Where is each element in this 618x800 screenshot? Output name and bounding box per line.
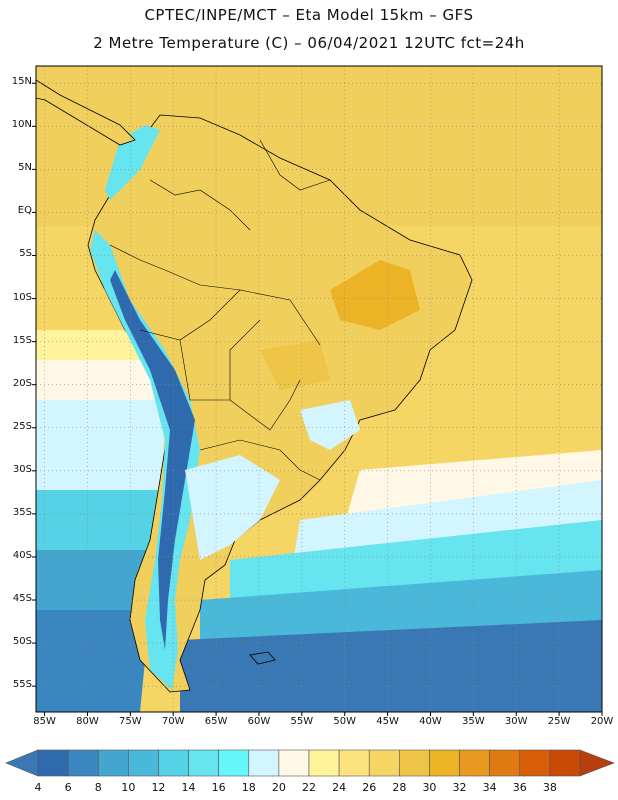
- colorbar-label: 10: [121, 781, 136, 794]
- lon-tick-label: 20W: [590, 716, 614, 727]
- colorbar-cell: [368, 749, 400, 777]
- colorbar-label: 38: [542, 781, 557, 794]
- colorbar-label: 4: [34, 781, 42, 794]
- colorbar-left-arrow: [5, 749, 39, 777]
- lat-tick-label: 5N: [18, 162, 32, 174]
- colorbar-cell: [248, 749, 280, 777]
- chart-title: CPTEC/INPE/MCT – Eta Model 15km – GFS: [144, 6, 474, 24]
- colorbar-label: 34: [482, 781, 497, 794]
- colorbar-cell: [549, 749, 581, 777]
- colorbar-cell: [519, 749, 551, 777]
- pacific-cold-zone: [36, 400, 165, 500]
- andes-coldest-band: [110, 270, 195, 650]
- lat-tick-label: 15N: [11, 76, 32, 88]
- warm-interior-zone: [260, 340, 330, 390]
- lat-tick-label: 50S: [12, 636, 32, 648]
- colorbar-cell: [97, 749, 129, 777]
- colorbar-cell: [429, 749, 460, 777]
- colorbar-label: 28: [392, 781, 407, 794]
- lon-tick-label: 30W: [504, 716, 528, 727]
- colorbar-cell: [399, 749, 430, 777]
- lat-tick-label: 20S: [12, 377, 32, 389]
- lat-tick-label: 45S: [12, 593, 32, 605]
- colorbar-label: 22: [302, 781, 316, 794]
- colorbar-label: 12: [151, 781, 166, 794]
- colorbar-cell: [218, 749, 250, 777]
- colorbar-label: 16: [211, 781, 226, 794]
- lon-tick-label: 40W: [419, 716, 442, 727]
- axis-ticks: [32, 82, 603, 716]
- pacific-cold-deep-zone: [36, 550, 160, 620]
- colorbar-label: 6: [64, 781, 72, 794]
- lat-tick-label: 55S: [12, 679, 32, 691]
- lat-tick-label: EQ: [17, 205, 32, 217]
- colorbar-cell: [489, 749, 521, 777]
- colorbar-cell: [308, 749, 340, 777]
- chart-subtitle: 2 Metre Temperature (C) – 06/04/2021 12U…: [93, 34, 525, 52]
- colorbar-label: 26: [362, 781, 377, 794]
- lat-tick-label: 40S: [12, 549, 32, 561]
- southeast-brazil-cool-zone: [300, 400, 360, 450]
- andes-cold-band: [90, 230, 200, 690]
- falkland-islands: [249, 651, 276, 665]
- lat-tick-label: 5S: [19, 248, 32, 260]
- colorbar-cell: [67, 749, 99, 777]
- lon-tick-label: 85W: [33, 716, 56, 727]
- lon-tick-label: 65W: [204, 716, 228, 727]
- colorbar-right-arrow: [579, 749, 615, 777]
- lon-tick-label: 25W: [547, 716, 571, 727]
- colorbar-cell: [338, 749, 370, 777]
- colorbar-cell: [278, 749, 310, 777]
- lon-tick-label: 80W: [76, 716, 99, 727]
- colorbar-label: 14: [181, 781, 196, 794]
- lat-tick-label: 30S: [12, 463, 32, 475]
- colorbar-cell: [158, 749, 189, 777]
- pacific-colder-zone: [36, 490, 170, 560]
- lat-tick-label: 10N: [11, 119, 32, 131]
- pacific-south-zone: [36, 610, 150, 712]
- colorbar-label: 36: [512, 781, 527, 794]
- lon-tick-label: 70W: [161, 716, 185, 727]
- colorbar-cell: [459, 749, 490, 777]
- map-frame: [35, 65, 603, 713]
- hot-interior-zone: [330, 260, 420, 330]
- lat-tick-label: 15S: [12, 334, 32, 346]
- colorbar-label: 8: [94, 781, 102, 794]
- lon-tick-label: 45W: [376, 716, 399, 727]
- colorbar-label: 18: [241, 781, 256, 794]
- lat-tick-label: 35S: [12, 506, 32, 518]
- northern-andes-band: [105, 125, 160, 200]
- colorbar: [5, 749, 615, 777]
- colorbar-cell: [128, 749, 159, 777]
- colorbar-label: 24: [332, 781, 347, 794]
- lon-tick-label: 55W: [290, 716, 314, 727]
- lon-tick-label: 35W: [462, 716, 485, 727]
- colorbar-label: 30: [422, 781, 437, 794]
- colorbar-cell: [188, 749, 219, 777]
- colorbar-label: 32: [452, 781, 467, 794]
- lon-tick-label: 75W: [119, 716, 142, 727]
- lat-tick-label: 25S: [12, 420, 32, 432]
- colorbar-cell: [37, 749, 69, 777]
- central-america-landmass: [36, 79, 136, 146]
- lon-tick-label: 50W: [333, 716, 357, 727]
- colorbar-label: 20: [271, 781, 286, 794]
- lat-tick-label: 10S: [12, 291, 32, 303]
- lon-tick-label: 60W: [247, 716, 271, 727]
- patagonia-cool-zone: [185, 455, 280, 560]
